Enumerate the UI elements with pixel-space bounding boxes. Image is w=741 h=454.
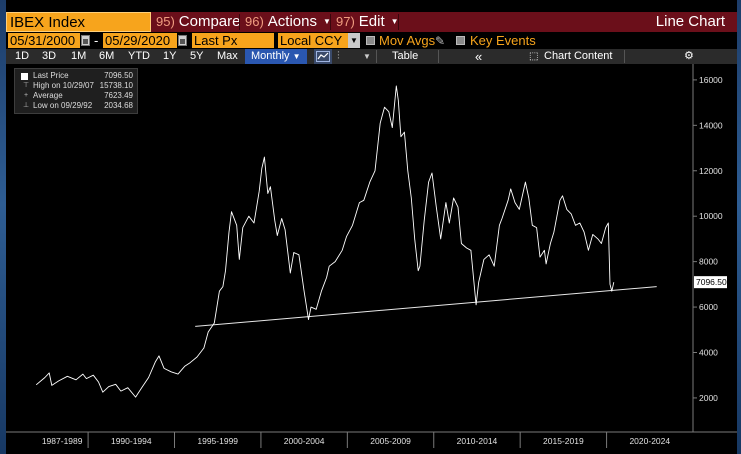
range-1m[interactable]: 1M: [71, 50, 87, 62]
dropdown-arrow-icon[interactable]: ▼: [348, 33, 360, 48]
high-marker-icon: ⊤: [22, 82, 30, 89]
mov-avgs-checkbox[interactable]: [366, 36, 375, 45]
x-tick-label: 2020-2024: [629, 436, 670, 446]
line-chart-icon-glyph: [316, 50, 330, 62]
x-tick-label: 2010-2014: [457, 436, 498, 446]
last-price-tag: 7096.50: [694, 276, 727, 289]
caret-down-icon: ▼: [323, 17, 331, 27]
legend-row-last-price: Last Price 7096.50: [19, 71, 135, 81]
settings-bar: 05/31/2000 - 05/29/2020 Last Px Local CC…: [6, 32, 737, 49]
ticker-text: IBEX Index: [10, 14, 86, 31]
actions-label: Actions: [267, 13, 317, 30]
edit-number: 97): [336, 14, 355, 29]
chart-content-icon[interactable]: ⬚: [529, 51, 539, 62]
range-6m[interactable]: 6M: [99, 50, 115, 62]
x-tick-label: 1987-1989: [42, 436, 83, 446]
actions-number: 96): [245, 14, 264, 29]
legend-last-price-label: Last Price: [33, 71, 69, 80]
end-date-field[interactable]: 05/29/2020: [103, 33, 177, 48]
y-tick-label: 16000: [699, 75, 723, 85]
period-divider: [376, 50, 377, 63]
view-title: Line Chart: [655, 13, 725, 30]
calendar-icon[interactable]: [178, 35, 187, 46]
support-trendline[interactable]: [195, 286, 657, 327]
price-line[interactable]: [35, 85, 615, 398]
range-1d[interactable]: 1D: [15, 50, 30, 62]
edit-label: Edit: [358, 13, 385, 30]
period-divider: [438, 50, 439, 63]
low-marker-icon: ⊥: [22, 102, 30, 109]
mov-avgs-label: Mov Avgs: [379, 33, 436, 48]
y-tick-label: 14000: [699, 120, 723, 130]
frequency-label: Monthly: [251, 50, 290, 62]
price-field-select[interactable]: Last Px: [192, 33, 274, 48]
legend-row-average: + Average 7623.49: [19, 91, 135, 101]
legend-swatch: [21, 73, 28, 80]
range-1y[interactable]: 1Y: [163, 50, 177, 62]
legend-high-value: 15738.10: [99, 81, 133, 90]
y-tick-label: 2000: [699, 393, 718, 403]
price-chart[interactable]: 2000 4000 6000 8000 10000 12000 14000 16000 198…: [6, 64, 737, 454]
legend-average-value: 7623.49: [104, 91, 133, 100]
window-edge-right: [737, 0, 741, 454]
legend-row-high: ⊤ High on 10/29/07 15738.10: [19, 81, 135, 91]
last-price-tag-box: [694, 276, 727, 289]
x-axis-ticks: 1987-1989 1990-1994 1995-1999 2000-2004 2005…: [42, 432, 670, 448]
range-3d[interactable]: 3D: [42, 50, 57, 62]
table-button[interactable]: Table: [392, 50, 419, 62]
bar-chart-icon[interactable]: ⫶: [337, 50, 340, 62]
legend-low-label: Low on 09/29/92: [33, 101, 93, 110]
gear-icon[interactable]: ⚙: [684, 50, 694, 62]
start-date-field[interactable]: 05/31/2000: [8, 33, 80, 48]
range-max[interactable]: Max: [217, 50, 238, 62]
x-tick-label: 1990-1994: [111, 436, 152, 446]
actions-button[interactable]: 96) Actions ▼: [245, 12, 331, 32]
y-tick-label: 10000: [699, 211, 723, 221]
chart-content-button[interactable]: Chart Content: [544, 50, 613, 62]
x-tick-label: 1995-1999: [197, 436, 238, 446]
line-chart-icon[interactable]: [314, 49, 332, 64]
date-separator: -: [94, 33, 99, 48]
y-tick-label: 4000: [699, 347, 718, 357]
legend-high-label: High on 10/29/07: [33, 81, 94, 90]
pencil-icon[interactable]: ✎: [435, 34, 446, 48]
x-tick-label: 2000-2004: [284, 436, 325, 446]
last-price-value: 7096.50: [696, 277, 727, 287]
toolbar: IBEX Index 95) Compare 96) Actions ▼ 97) Edi…: [6, 12, 737, 32]
compare-number: 95): [156, 14, 175, 29]
period-divider: [624, 50, 625, 63]
toolbar-divider: [398, 14, 399, 30]
range-5y[interactable]: 5Y: [190, 50, 204, 62]
y-tick-label: 6000: [699, 302, 718, 312]
caret-down-icon: ▼: [390, 17, 399, 27]
legend-average-label: Average: [33, 91, 63, 100]
legend-low-value: 2034.68: [104, 101, 133, 110]
toolbar-divider: [239, 14, 240, 30]
window-edge-left: [0, 0, 6, 454]
average-marker-icon: +: [23, 92, 29, 99]
legend-row-low: ⊥ Low on 09/29/92 2034.68: [19, 101, 135, 111]
calendar-icon[interactable]: [81, 35, 90, 46]
key-events-checkbox[interactable]: [456, 36, 465, 45]
y-tick-label: 8000: [699, 257, 718, 267]
compare-button[interactable]: 95) Compare: [156, 12, 241, 32]
key-events-label: Key Events: [470, 33, 536, 48]
compare-label: Compare: [178, 13, 241, 30]
caret-down-icon: ▼: [292, 52, 301, 61]
x-tick-label: 2015-2019: [543, 436, 584, 446]
legend[interactable]: Last Price 7096.50 ⊤ High on 10/29/07 15…: [14, 68, 138, 114]
toolbar-divider: [330, 14, 331, 30]
period-bar: 1D 3D 1M 6M YTD 1Y 5Y Max Monthly ▼ ⫶ ▼ …: [6, 49, 737, 64]
legend-last-price-value: 7096.50: [104, 71, 133, 80]
edit-button[interactable]: 97) Edit ▼: [336, 12, 399, 32]
y-tick-label: 12000: [699, 166, 723, 176]
y-axis-ticks: 2000 4000 6000 8000 10000 12000 14000 16000: [693, 75, 723, 403]
x-tick-label: 2005-2009: [370, 436, 411, 446]
chart-type-dropdown-icon[interactable]: ▼: [363, 52, 371, 61]
currency-select[interactable]: Local CCY: [278, 33, 348, 48]
collapse-icon[interactable]: «: [475, 49, 483, 64]
frequency-select[interactable]: Monthly ▼: [245, 49, 307, 64]
ticker-field[interactable]: IBEX Index: [6, 12, 151, 32]
range-ytd[interactable]: YTD: [128, 50, 150, 62]
